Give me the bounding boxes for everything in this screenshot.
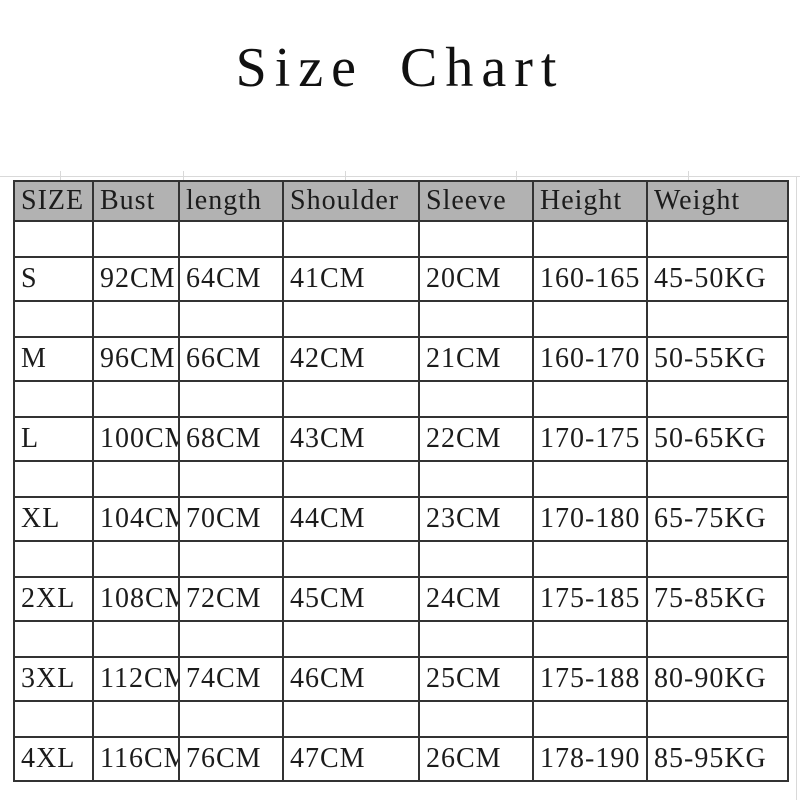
cell-weight: 45-50KG bbox=[646, 256, 789, 302]
spacer-row bbox=[13, 620, 789, 658]
header-sleeve: Sleeve bbox=[418, 180, 534, 222]
cell-length: 70CM bbox=[178, 496, 284, 542]
size-table-header: SIZE Bust length Shoulder Sleeve Height … bbox=[13, 180, 789, 222]
size-row: 4XL 116CM 76CM 47CM 26CM 178-190 85-95KG bbox=[13, 736, 789, 782]
gridline-stub bbox=[60, 171, 61, 180]
spreadsheet-gridline-right bbox=[796, 176, 797, 800]
header-size: SIZE bbox=[13, 180, 94, 222]
size-table-body: S 92CM 64CM 41CM 20CM 160-165 45-50KG M … bbox=[13, 220, 789, 782]
size-row: 3XL 112CM 74CM 46CM 25CM 175-188 80-90KG bbox=[13, 656, 789, 702]
cell-length: 72CM bbox=[178, 576, 284, 622]
cell-size: XL bbox=[13, 496, 94, 542]
cell-sleeve: 22CM bbox=[418, 416, 534, 462]
cell-shoulder: 47CM bbox=[282, 736, 420, 782]
cell-sleeve: 23CM bbox=[418, 496, 534, 542]
cell-bust: 116CM bbox=[92, 736, 180, 782]
cell-bust: 112CM bbox=[92, 656, 180, 702]
cell-size: M bbox=[13, 336, 94, 382]
size-row: M 96CM 66CM 42CM 21CM 160-170 50-55KG bbox=[13, 336, 789, 382]
spreadsheet-gridline-top bbox=[0, 176, 800, 177]
cell-size: 3XL bbox=[13, 656, 94, 702]
cell-size: S bbox=[13, 256, 94, 302]
cell-bust: 96CM bbox=[92, 336, 180, 382]
cell-length: 64CM bbox=[178, 256, 284, 302]
cell-height: 170-180 bbox=[532, 496, 648, 542]
size-row: S 92CM 64CM 41CM 20CM 160-165 45-50KG bbox=[13, 256, 789, 302]
cell-height: 160-170 bbox=[532, 336, 648, 382]
cell-shoulder: 42CM bbox=[282, 336, 420, 382]
size-row: 2XL 108CM 72CM 45CM 24CM 175-185 75-85KG bbox=[13, 576, 789, 622]
cell-bust: 104CM bbox=[92, 496, 180, 542]
gridline-stub bbox=[516, 171, 517, 180]
spacer-row bbox=[13, 380, 789, 418]
cell-length: 76CM bbox=[178, 736, 284, 782]
cell-height: 178-190 bbox=[532, 736, 648, 782]
cell-length: 66CM bbox=[178, 336, 284, 382]
cell-height: 175-188 bbox=[532, 656, 648, 702]
cell-weight: 85-95KG bbox=[646, 736, 789, 782]
header-height: Height bbox=[532, 180, 648, 222]
spacer-row bbox=[13, 700, 789, 738]
size-row: L 100CM 68CM 43CM 22CM 170-175 50-65KG bbox=[13, 416, 789, 462]
spacer-row bbox=[13, 300, 789, 338]
cell-sleeve: 21CM bbox=[418, 336, 534, 382]
cell-bust: 100CM bbox=[92, 416, 180, 462]
cell-weight: 50-65KG bbox=[646, 416, 789, 462]
cell-bust: 92CM bbox=[92, 256, 180, 302]
size-row: XL 104CM 70CM 44CM 23CM 170-180 65-75KG bbox=[13, 496, 789, 542]
gridline-stub bbox=[688, 171, 689, 180]
cell-size: 2XL bbox=[13, 576, 94, 622]
cell-length: 74CM bbox=[178, 656, 284, 702]
page-title: Size Chart bbox=[235, 37, 565, 99]
cell-shoulder: 41CM bbox=[282, 256, 420, 302]
cell-size: L bbox=[13, 416, 94, 462]
cell-size: 4XL bbox=[13, 736, 94, 782]
cell-length: 68CM bbox=[178, 416, 284, 462]
cell-weight: 80-90KG bbox=[646, 656, 789, 702]
cell-height: 160-165 bbox=[532, 256, 648, 302]
cell-weight: 75-85KG bbox=[646, 576, 789, 622]
gridline-stub bbox=[183, 171, 184, 180]
cell-weight: 50-55KG bbox=[646, 336, 789, 382]
cell-shoulder: 43CM bbox=[282, 416, 420, 462]
spacer-row bbox=[13, 540, 789, 578]
cell-height: 175-185 bbox=[532, 576, 648, 622]
header-weight: Weight bbox=[646, 180, 789, 222]
header-row: SIZE Bust length Shoulder Sleeve Height … bbox=[13, 180, 789, 222]
cell-weight: 65-75KG bbox=[646, 496, 789, 542]
header-bust: Bust bbox=[92, 180, 180, 222]
gridline-stub bbox=[345, 171, 346, 180]
cell-sleeve: 24CM bbox=[418, 576, 534, 622]
cell-sleeve: 20CM bbox=[418, 256, 534, 302]
cell-shoulder: 46CM bbox=[282, 656, 420, 702]
cell-shoulder: 44CM bbox=[282, 496, 420, 542]
cell-sleeve: 25CM bbox=[418, 656, 534, 702]
size-chart-table: SIZE Bust length Shoulder Sleeve Height … bbox=[13, 180, 789, 782]
spacer-row bbox=[13, 460, 789, 498]
spacer-row bbox=[13, 220, 789, 258]
cell-bust: 108CM bbox=[92, 576, 180, 622]
header-shoulder: Shoulder bbox=[282, 180, 420, 222]
cell-height: 170-175 bbox=[532, 416, 648, 462]
cell-shoulder: 45CM bbox=[282, 576, 420, 622]
cell-sleeve: 26CM bbox=[418, 736, 534, 782]
header-length: length bbox=[178, 180, 284, 222]
